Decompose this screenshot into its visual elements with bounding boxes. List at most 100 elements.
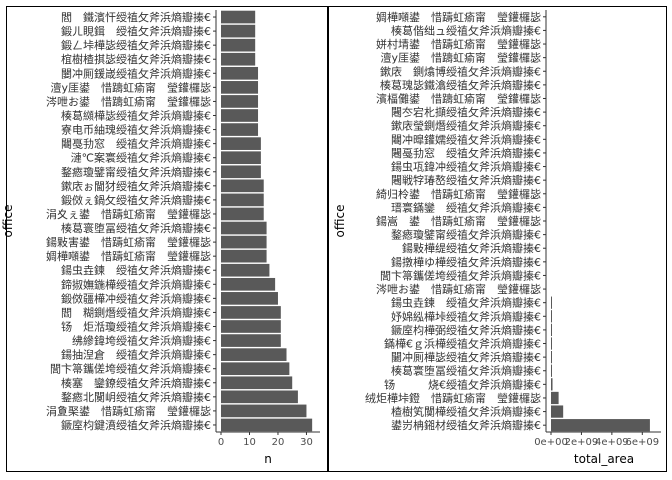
- left-chart-bar: [221, 193, 264, 207]
- right-chart-category-label: 鐝庢枃樺弼绶禃攵斧浜熵瓣搸€: [391, 323, 541, 337]
- left-chart-category-label: 漣℃案寰绶禃攵斧浜熵瓣搸€: [71, 151, 211, 165]
- right-chart-category-label: 妤婂紭樺垰绶禃攵斧浜熵瓣搸€: [391, 309, 541, 323]
- left-chart-category-label: 鍛傚疆樺冲绶禃攵斧浜熵瓣搸€: [61, 291, 211, 305]
- right-chart-y-axis-title: office: [333, 205, 347, 238]
- right-chart-bar: [551, 391, 559, 405]
- left-chart-category-label: 閭卞箒鑴傞垮绶禃攵斧浜熵瓣搸€: [50, 362, 211, 376]
- left-chart-category-label: 闄冲厠鍰嵅绶禃攵斧浜熵瓣搸€: [61, 66, 211, 80]
- right-chart-category-label: 綺归柃鍙 惜躊虹瘉甯 瑩鑵欏毖: [376, 187, 541, 201]
- left-chart-bar: [221, 179, 264, 193]
- right-panel-frame: [328, 6, 667, 472]
- left-chart-category-label: 鍚抽湼倉 绶禃攵斧浜熵瓣搸€: [61, 348, 211, 362]
- left-chart-category-label: 鍛傚ぇ鍋攵绶禃攵斧浜熵瓣搸€: [61, 193, 211, 207]
- right-chart-x-tick-label: 2e+09: [565, 437, 599, 448]
- left-chart-category-label: 鍚虫垚鍊 绶禃攵斧浜熵瓣搸€: [61, 263, 211, 277]
- left-chart-category-label: 鍪瘱北闃岄绶禃攵斧浜熵瓣搸€: [61, 390, 211, 404]
- right-chart-bar: [551, 419, 650, 432]
- right-chart-category-label: 楂樹笂闃樺绶禃攵斧浜熵瓣搸€: [391, 405, 541, 419]
- left-chart-bar: [221, 362, 290, 376]
- right-chart-category-label: 闀戞劧窓 绶禃攵斧浜熵瓣搸€: [391, 146, 541, 160]
- left-chart-bar: [221, 292, 278, 305]
- left-chart-category-label: 鍪瘱瓊鐾甯绶禃攵斧浜熵瓣搸€: [61, 165, 211, 179]
- right-chart-x-tick-label: 0e+00: [534, 437, 568, 448]
- left-chart-bar: [221, 207, 264, 221]
- right-chart-category-label: 瑨寰鏋鑾 绶禃攵斧浜熵瓣搸€: [391, 200, 541, 214]
- right-chart-category-label: 濱楅儺鍙 惜躊虹瘉甯 瑩鑵欏毖: [376, 91, 541, 105]
- left-chart-bar: [221, 137, 261, 150]
- left-chart-bar: [221, 235, 267, 249]
- left-chart-category-label: 涓夐棸鍙 惜躊虹瘉甯 瑩鑵欏毖: [46, 404, 211, 418]
- left-chart-bar: [221, 334, 281, 347]
- right-chart-bar: [551, 296, 552, 309]
- right-chart-bar: [551, 323, 552, 337]
- right-chart-category-label: 鍚虫瓨鍏冲绶禃攵斧浜熵瓣搸€: [391, 160, 541, 174]
- left-chart-category-label: 鍛ㄥ垰樺毖绶禃攵斧浜熵瓣搸€: [61, 38, 211, 52]
- left-chart-bar: [221, 418, 313, 432]
- left-chart-category-label: 楱塞 鑾鐐绶禃攵斧浜熵瓣搸€: [61, 376, 211, 390]
- right-chart-bar: [551, 364, 552, 377]
- right-chart-x-tick-label: 6e+09: [625, 437, 659, 448]
- right-chart-category-label: 闀冲暭鑵嬬绶禃攵斧浜熵瓣搸€: [391, 132, 541, 146]
- left-chart-category-label: 闀戞劧窓 绶禃攵斧浜熵瓣搸€: [61, 137, 211, 151]
- right-chart-category-label: 闄冲厠樺毖绶禃攵斧浜熵瓣搸€: [391, 350, 541, 364]
- left-chart-category-label: 椬樹楂掑毖绶禃攵斧浜熵瓣搸€: [61, 52, 211, 66]
- left-chart-bar: [221, 81, 259, 94]
- right-chart-category-label: 绒炬樺垰鐙 惜躊虹瘉甯 瑩鑵欏毖: [365, 391, 541, 405]
- left-chart-category-label: 钖 炬湉瓊绶禃攵斧浜熵瓣搸€: [61, 320, 211, 334]
- right-chart-category-label: 楱葛偕绌ュ绶禃攵斧浜熵瓣搸€: [391, 23, 541, 37]
- left-chart-category-label: 鍚敤害鍙 惜躊虹瘉甯 瑩鑵欏毖: [46, 235, 211, 249]
- right-chart-category-label: 闀冭宕朼擷绶禃攵斧浜熵瓣搸€: [391, 105, 541, 119]
- left-chart-category-label: 楱葛纐樺毖绶禃攵斧浜熵瓣搸€: [61, 109, 211, 123]
- left-chart-bar: [221, 404, 307, 418]
- right-chart-category-label: 钖 烧€绶禃攵斧浜熵瓣搸€: [384, 377, 541, 391]
- left-chart-category-label: 鍛ㄦ睍鍓 绶禃攵斧浜熵瓣搸€: [61, 24, 211, 38]
- right-chart-category-label: 鍪瘱瓊鐾甯绶禃攵斧浜熵瓣搸€: [391, 228, 541, 242]
- right-chart-category-label: 澶у厓鍙 惜躊虹瘉甯 瑩鑵欏毖: [380, 51, 541, 65]
- right-chart-category-label: 楱葛寰堕冨绶禃攵斧浜熵瓣搸€: [391, 364, 541, 378]
- right-chart-category-label: 婤樺噸鍙 惜躊虹瘉甯 瑩鑵欏毖: [376, 10, 541, 24]
- left-chart-bar: [221, 151, 261, 165]
- left-chart-category-label: 鏉庡ぉ閫犲绶禃攵斧浜熵瓣搸€: [61, 179, 211, 193]
- left-chart-x-tick-label: 0: [218, 437, 224, 448]
- right-chart-category-label: 鍚虫垚鍊 绶禃攵斧浜熵瓣搸€: [391, 296, 541, 310]
- left-chart-category-label: 閻 糊鍘熸绶禃攵斧浜熵瓣搸€: [61, 305, 211, 319]
- left-chart-bar: [221, 38, 256, 52]
- right-chart-category-label: 闀戦牸瑃嶅绶禃攵斧浜熵瓣搸€: [391, 173, 541, 187]
- left-chart-category-label: 鐝庢枃鍵濆绶禃攵斧浜熵瓣搸€: [61, 418, 211, 432]
- left-chart-bar: [221, 376, 293, 390]
- left-chart-bar: [221, 165, 261, 179]
- left-chart-category-label: 澶у厓鍙 惜躊虹瘉甯 瑩鑵欏毖: [50, 80, 211, 94]
- right-chart-category-label: 鏉庡瑩鍘熸绶禃攵斧浜熵瓣搸€: [391, 119, 541, 133]
- right-chart-category-label: 鍚嵩 鍙 惜躊虹瘉甯 瑩鑵欏毖: [376, 214, 541, 228]
- left-chart-bar: [221, 123, 259, 136]
- right-chart-category-label: 鍙岃柟鎺材绶禃攵斧浜熵瓣搸€: [391, 418, 541, 432]
- left-chart-bar: [221, 348, 287, 361]
- left-chart-category-label: 婤樺噸鍙 惜躊虹瘉甯 瑩鑵欏毖: [46, 249, 211, 263]
- right-chart-bar: [551, 405, 564, 418]
- left-chart-category-label: 绋縿鍏垮绶禃攵斧浜熵瓣搸€: [72, 334, 211, 348]
- left-chart-category-label: 閻 鐵濱忓绶禃攵斧浜熵瓣搸€: [61, 10, 211, 24]
- left-chart-x-tick-label: 20: [272, 437, 285, 448]
- left-chart-category-label: 涔呭お鍙 惜躊虹瘉甯 瑩鑵欏毖: [46, 94, 211, 108]
- left-chart-bar: [221, 221, 267, 235]
- left-chart-category-label: 鍗掓嫵鍦樺绶禃攵斧浜熵瓣搸€: [61, 277, 211, 291]
- left-chart-bar: [221, 109, 259, 122]
- left-chart-bar: [221, 390, 298, 404]
- left-chart-category-label: 楱葛寰堕冨绶禃攵斧浜熵瓣搸€: [61, 221, 211, 235]
- right-chart-bar: [551, 351, 552, 364]
- right-chart-category-label: 鍚撴樺ゆ樺绶禃攵斧浜熵瓣搸€: [391, 255, 541, 269]
- left-chart-bar: [221, 277, 276, 291]
- left-chart-bar: [221, 66, 259, 80]
- right-chart-x-tick-label: 4e+09: [595, 437, 629, 448]
- left-chart-x-tick-label: 30: [300, 437, 313, 448]
- right-chart-category-label: 楱葛瑰毖鐵潝绶禃攵斧浜熵瓣搸€: [380, 78, 541, 92]
- right-chart-category-label: 閭卞箒鑴傞垮绶禃攵斧浜熵瓣搸€: [380, 268, 541, 282]
- left-chart-x-tick-label: 10: [243, 437, 256, 448]
- right-chart-x-axis-title: total_area: [574, 452, 634, 466]
- right-chart-bar: [551, 337, 552, 350]
- right-chart-category-label: 鍚敤樺缇绶禃攵斧浜熵瓣搸€: [402, 241, 541, 255]
- right-chart-category-label: 鏋樺€ｇ浜樺绶禃攵斧浜熵瓣搸€: [384, 337, 541, 351]
- left-chart-bar: [221, 249, 267, 263]
- left-chart-bar: [221, 320, 281, 333]
- right-chart-category-label: 姘村埥鍙 惜躊虹瘉甯 瑩鑵欏毖: [376, 37, 541, 51]
